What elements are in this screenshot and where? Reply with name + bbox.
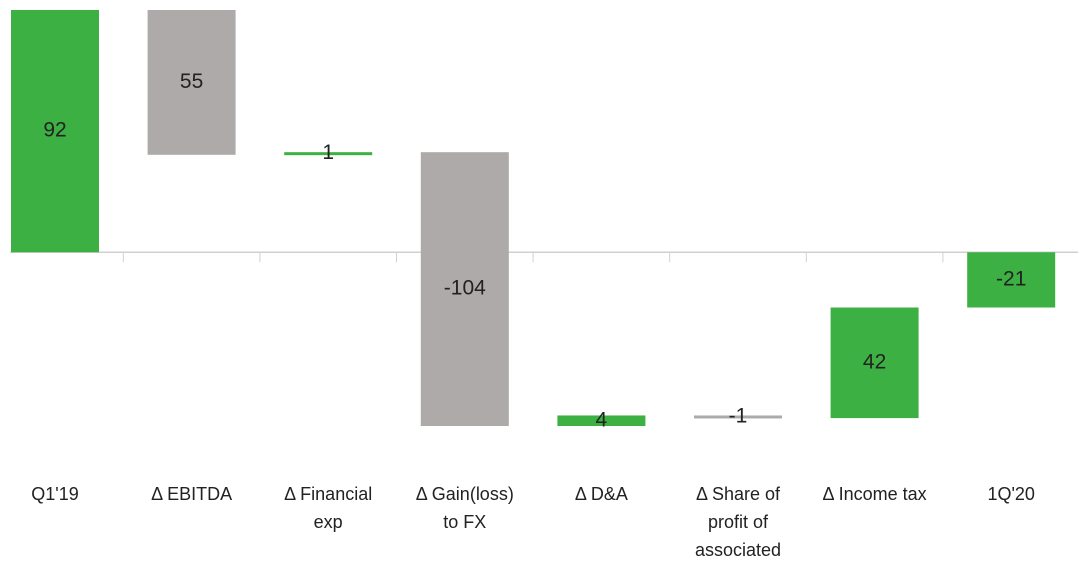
x-tick-label: Δ EBITDA [151,484,233,504]
value-label: 42 [863,350,886,373]
value-label: 4 [596,408,608,431]
bar [967,252,1056,308]
value-label: 1 [322,141,334,164]
x-tick-label: Δ Share of profit of associated [694,484,782,560]
bar [420,152,509,426]
bar [830,307,919,419]
value-label: -104 [444,277,486,300]
bar [147,10,236,155]
value-label: -1 [729,405,748,428]
x-tick-label: Q1'19 [31,484,79,504]
x-tick-label: Δ Income tax [822,484,927,504]
x-tick-label: Δ D&A [574,484,628,504]
value-label: 55 [180,70,203,93]
x-tick-label: Δ Gain(loss) to FX [415,484,514,532]
x-tick-label: Δ Financial exp [284,484,373,532]
bar [284,152,373,156]
x-tick-label: 1Q'20 [987,484,1035,504]
bar [557,415,646,426]
value-label: -21 [996,267,1026,290]
value-label: 92 [43,119,66,142]
bar [11,10,99,253]
bar [694,415,782,419]
